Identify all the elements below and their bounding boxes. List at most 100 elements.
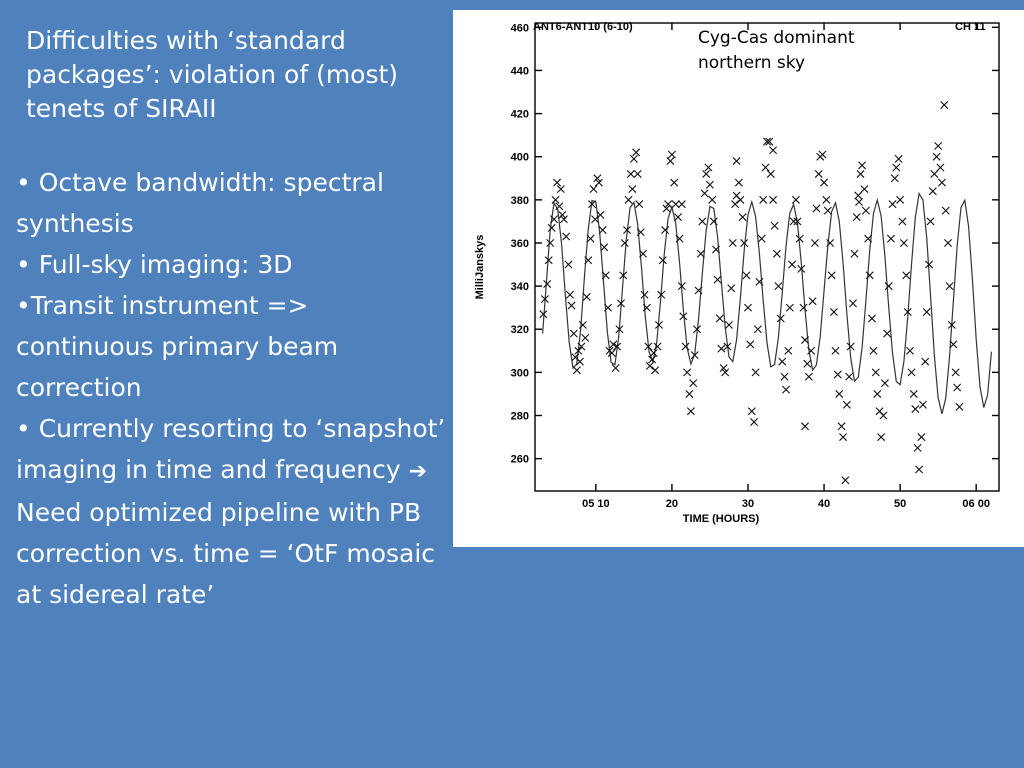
data-point bbox=[670, 178, 679, 187]
data-point-stroke bbox=[593, 174, 602, 183]
bullet-marker: • bbox=[16, 291, 31, 320]
data-point bbox=[596, 210, 605, 219]
data-point-stroke bbox=[945, 282, 954, 291]
data-point-stroke bbox=[947, 320, 956, 329]
data-point bbox=[539, 310, 548, 319]
data-point bbox=[636, 228, 645, 237]
data-point bbox=[894, 154, 903, 163]
data-point-stroke bbox=[909, 389, 918, 398]
data-point-stroke bbox=[649, 348, 658, 357]
data-point-stroke bbox=[856, 169, 865, 178]
y-tick-label: 440 bbox=[511, 65, 529, 77]
data-point-stroke bbox=[839, 433, 848, 442]
data-point bbox=[814, 169, 823, 178]
data-point-stroke bbox=[613, 342, 622, 351]
data-point-stroke bbox=[814, 169, 823, 178]
bullet-item-snapshot-imaging: • Currently resorting to ‘snapshot’ imag… bbox=[16, 408, 448, 615]
data-point-stroke bbox=[546, 238, 555, 247]
data-point-stroke bbox=[661, 226, 670, 235]
data-point bbox=[860, 185, 869, 194]
data-point-stroke bbox=[654, 320, 663, 329]
data-point-stroke bbox=[776, 314, 785, 323]
data-point-stroke bbox=[865, 271, 874, 280]
data-point-stroke bbox=[896, 195, 905, 204]
data-point-stroke bbox=[704, 163, 713, 172]
scatter-chart: 260 280 300 320 340 360 380 400 420 440 460 05 10 20… bbox=[474, 21, 1000, 525]
data-point-stroke bbox=[736, 195, 745, 204]
data-point-stroke bbox=[918, 400, 927, 409]
data-point-stroke bbox=[539, 310, 548, 319]
data-point-stroke bbox=[860, 185, 869, 194]
data-point bbox=[770, 221, 779, 230]
data-point bbox=[903, 308, 912, 316]
data-point-stroke bbox=[564, 260, 573, 269]
data-point-stroke bbox=[791, 195, 800, 204]
data-point bbox=[604, 303, 613, 312]
data-point-stroke bbox=[705, 180, 714, 189]
data-point-stroke bbox=[886, 234, 895, 243]
data-point-stroke bbox=[902, 271, 911, 280]
data-point-stroke bbox=[578, 320, 587, 329]
data-point-stroke bbox=[581, 333, 590, 342]
data-point bbox=[675, 234, 684, 243]
data-point bbox=[704, 163, 713, 172]
data-point bbox=[578, 320, 587, 329]
data-point bbox=[664, 200, 673, 209]
data-point bbox=[689, 379, 698, 388]
data-point-stroke bbox=[715, 314, 724, 323]
data-point-stroke bbox=[917, 433, 926, 442]
data-point-stroke bbox=[944, 238, 953, 247]
data-point-stroke bbox=[801, 422, 810, 431]
data-point-stroke bbox=[823, 206, 832, 215]
data-point-stroke bbox=[635, 200, 644, 209]
data-point-stroke bbox=[743, 303, 752, 312]
annotation-line-2: northern sky bbox=[698, 53, 805, 73]
data-point-stroke bbox=[845, 372, 854, 381]
data-point-stroke bbox=[648, 355, 657, 364]
data-point bbox=[823, 206, 832, 215]
y-tick-label: 460 bbox=[511, 22, 529, 34]
data-point-stroke bbox=[774, 282, 783, 291]
data-point-stroke bbox=[653, 342, 662, 351]
y-tick-label: 260 bbox=[511, 454, 529, 466]
data-point bbox=[582, 292, 591, 301]
data-point bbox=[880, 379, 889, 388]
data-point bbox=[574, 346, 583, 355]
data-point-stroke bbox=[759, 195, 768, 204]
data-point bbox=[558, 210, 567, 219]
data-point bbox=[620, 238, 629, 247]
data-point bbox=[717, 344, 726, 353]
data-point bbox=[550, 215, 559, 224]
data-point bbox=[763, 137, 771, 146]
data-point bbox=[577, 342, 586, 351]
x-tick-label: 50 bbox=[894, 498, 906, 510]
data-point-stroke bbox=[589, 185, 598, 194]
data-point-stroke bbox=[616, 299, 625, 308]
data-point bbox=[831, 346, 840, 355]
data-point bbox=[708, 195, 717, 204]
data-point-stroke bbox=[567, 301, 576, 310]
data-point-stroke bbox=[899, 238, 908, 247]
data-point bbox=[780, 372, 789, 381]
data-point bbox=[909, 389, 918, 398]
data-point-stroke bbox=[911, 405, 920, 414]
data-point-stroke bbox=[940, 100, 949, 109]
data-point bbox=[642, 303, 651, 312]
data-point bbox=[949, 340, 958, 349]
y-tick-label: 280 bbox=[511, 411, 529, 423]
data-point-stroke bbox=[869, 346, 878, 355]
data-point bbox=[639, 249, 648, 258]
data-point-stroke bbox=[571, 353, 580, 362]
data-point-stroke bbox=[584, 256, 593, 265]
data-point-stroke bbox=[724, 320, 733, 329]
data-point bbox=[837, 422, 846, 431]
data-point-stroke bbox=[596, 210, 605, 219]
data-point bbox=[559, 215, 568, 224]
data-point bbox=[839, 433, 848, 442]
data-point-stroke bbox=[566, 290, 574, 299]
data-point-stroke bbox=[854, 191, 863, 200]
data-point-stroke bbox=[586, 234, 595, 243]
data-point bbox=[740, 238, 749, 247]
data-point bbox=[626, 169, 635, 178]
data-point-stroke bbox=[731, 200, 740, 209]
